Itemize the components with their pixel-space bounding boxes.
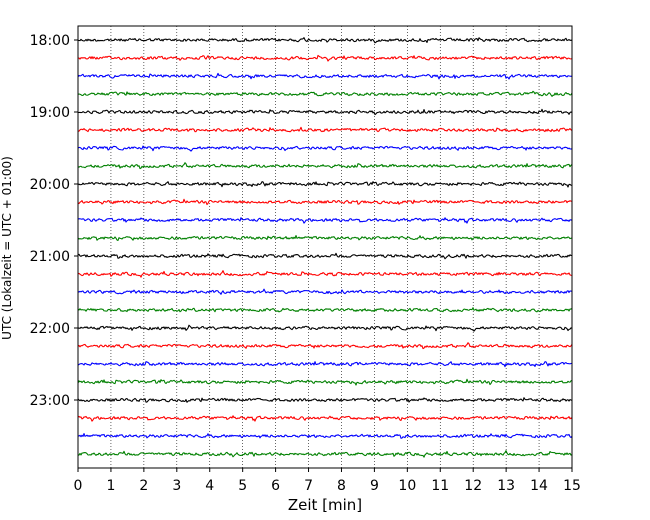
trace-line (77, 361, 573, 368)
y-tick-label: 18:00 (30, 33, 70, 49)
trace-lines (77, 37, 573, 458)
trace-line (77, 307, 573, 313)
trace-line (77, 252, 573, 260)
trace-line (77, 108, 573, 116)
x-tick-label: 14 (530, 478, 548, 494)
y-tick-label: 22:00 (30, 321, 70, 337)
x-tick-label: 13 (497, 478, 515, 494)
x-tick-label: 3 (172, 478, 181, 494)
x-tick-label: 9 (370, 478, 379, 494)
x-tick-label: 12 (464, 478, 482, 494)
x-tick-label: 2 (139, 478, 148, 494)
trace-line (77, 72, 573, 80)
x-tick-label: 10 (398, 478, 416, 494)
trace-line (77, 342, 573, 350)
trace-line (77, 397, 573, 403)
trace-line (77, 378, 573, 386)
trace-line (77, 324, 573, 332)
trace-line (77, 90, 573, 97)
y-tick-label: 19:00 (30, 105, 70, 121)
y-tick-label: 21:00 (30, 249, 70, 265)
axis-ticks: 0 1 2 3 4 5 6 7 8 9 10 11 12 13 14 1518:0019:0020:0021:… (30, 33, 581, 494)
x-axis-label: Zeit [min] (288, 496, 362, 514)
plot-frame (77, 25, 573, 469)
y-tick-label: 23:00 (30, 393, 70, 409)
trace-line (77, 217, 573, 224)
trace-line (77, 270, 573, 278)
trace-line (77, 181, 573, 188)
trace-line (77, 234, 573, 241)
trace-line (77, 126, 573, 133)
trace-line (77, 415, 573, 422)
trace-line (77, 37, 573, 44)
trace-line (77, 54, 573, 62)
x-tick-label: 5 (238, 478, 247, 494)
y-axis-label: UTC (Lokalzeit = UTC + 01:00) (0, 156, 14, 340)
trace-line (77, 450, 573, 458)
x-tick-label: 4 (205, 478, 214, 494)
y-tick-label: 20:00 (30, 177, 70, 193)
trace-line (77, 198, 573, 206)
x-tick-label: 7 (304, 478, 313, 494)
trace-line (77, 288, 573, 295)
x-tick-label: 6 (271, 478, 280, 494)
x-tick-label: 0 (74, 478, 83, 494)
trace-line (77, 432, 573, 439)
x-tick-label: 8 (337, 478, 346, 494)
trace-line (77, 145, 573, 152)
trace-line (77, 162, 573, 170)
x-tick-label: 15 (563, 478, 581, 494)
x-tick-label: 11 (431, 478, 449, 494)
x-tick-label: 1 (106, 478, 115, 494)
